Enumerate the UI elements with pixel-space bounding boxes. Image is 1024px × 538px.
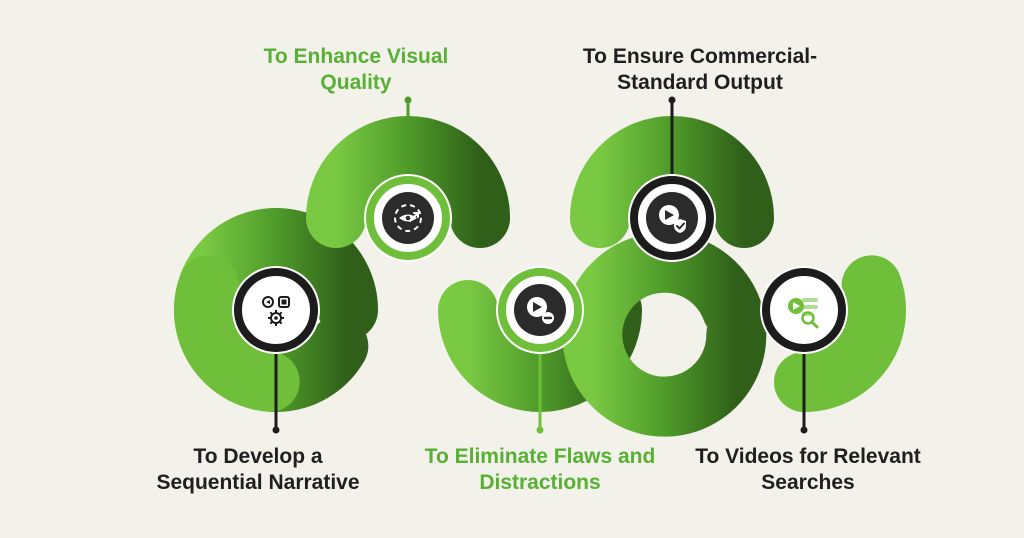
node-sequential-narrative (232, 266, 320, 354)
label-commercial-output: To Ensure Commercial-Standard Output (570, 44, 830, 97)
node-relevant-searches (760, 266, 848, 354)
label-visual-quality: To Enhance Visual Quality (246, 44, 466, 97)
node-eliminate-flaws (496, 266, 584, 354)
connector-dot-sequential-narrative (273, 427, 280, 434)
connector-dot-relevant-searches (801, 427, 808, 434)
label-relevant-searches: To Videos for Relevant Searches (693, 444, 923, 497)
node-visual-quality (364, 174, 452, 262)
label-sequential-narrative: To Develop a Sequential Narrative (143, 444, 373, 497)
node-commercial-output (628, 174, 716, 262)
label-eliminate-flaws: To Eliminate Flaws and Distractions (410, 444, 670, 497)
ribbon-arc-5 (592, 263, 736, 407)
connector-dot-visual-quality (405, 97, 412, 104)
connector-dot-eliminate-flaws (537, 427, 544, 434)
connector-dot-commercial-output (669, 97, 676, 104)
